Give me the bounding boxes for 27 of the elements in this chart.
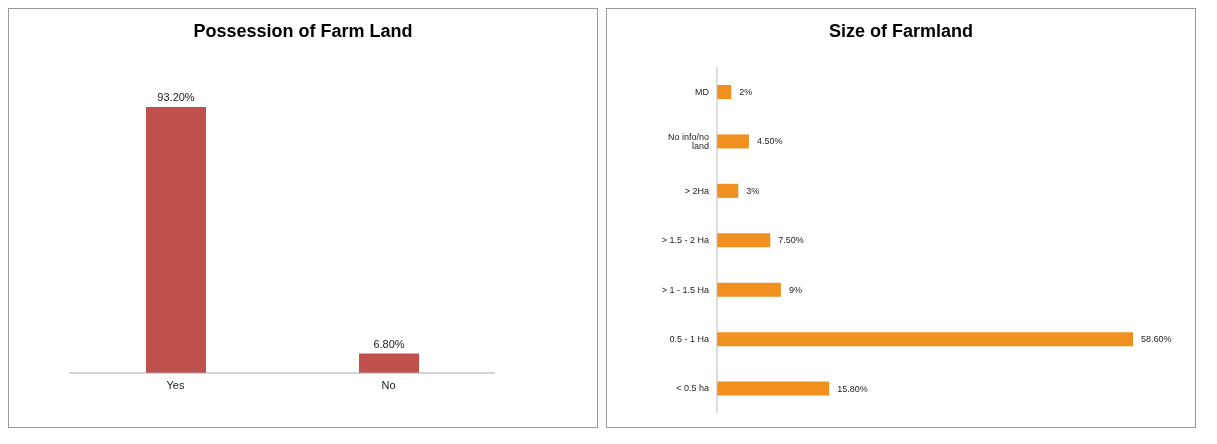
bar	[717, 282, 781, 297]
bar	[717, 332, 1133, 347]
data-label: 2%	[739, 87, 753, 97]
chart-title: Possession of Farm Land	[192, 21, 414, 43]
data-label: 7.50%	[778, 235, 804, 246]
bar	[717, 183, 739, 198]
y-tick-label: 0.5 - 1 Ha	[669, 334, 709, 345]
x-tick-label: No	[381, 378, 396, 391]
data-label: 58.60%	[1141, 334, 1172, 345]
data-label: 9%	[788, 284, 802, 295]
data-label: 93.20%	[157, 91, 195, 103]
y-tick-label: No info/no land	[667, 131, 709, 151]
x-tick-label: Yes	[166, 378, 185, 391]
bar	[717, 134, 749, 149]
chart-title: Size of Farmland	[828, 21, 974, 43]
y-tick-label: < 0.5 ha	[676, 383, 709, 394]
data-label: 6.80%	[373, 337, 405, 350]
y-tick-label: > 1 - 1.5 Ha	[661, 284, 709, 295]
y-tick-label: > 2Ha	[684, 185, 709, 196]
y-tick-label: > 1.5 - 2 Ha	[661, 235, 709, 246]
bar	[717, 85, 732, 99]
bar	[717, 233, 771, 248]
bar	[717, 381, 830, 396]
data-label: 15.80%	[837, 383, 868, 394]
data-label: 3%	[746, 185, 760, 196]
y-tick-label: MD	[695, 86, 710, 97]
data-label: 4.50%	[756, 136, 783, 147]
